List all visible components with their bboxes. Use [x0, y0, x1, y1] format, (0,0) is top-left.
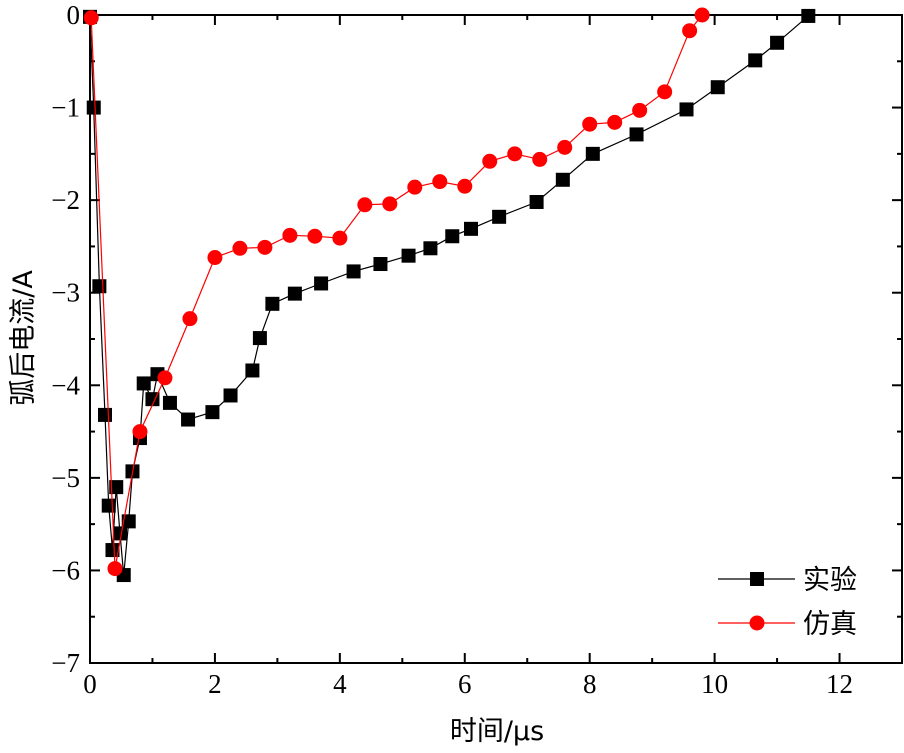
- data-point-square: [801, 8, 816, 23]
- data-point-square: [492, 209, 507, 224]
- data-point-square: [423, 241, 438, 256]
- data-point-square: [585, 146, 600, 161]
- data-point-square: [346, 264, 361, 279]
- x-tick-label: 0: [83, 669, 97, 699]
- plot-frame: [89, 14, 903, 664]
- y-tick-label: −6: [51, 555, 80, 585]
- data-point-square: [529, 194, 544, 209]
- data-point-square: [750, 572, 764, 586]
- data-point-square: [401, 248, 416, 263]
- data-point-square: [265, 296, 280, 311]
- y-tick-label: −4: [51, 370, 80, 400]
- x-tick-label: 4: [333, 669, 347, 699]
- data-point-square: [86, 100, 101, 115]
- y-tick-label: −5: [51, 463, 80, 493]
- x-tick-label: 12: [826, 669, 853, 699]
- data-point-square: [145, 392, 160, 407]
- data-point-circle: [682, 23, 698, 39]
- data-point-square: [373, 257, 388, 272]
- data-point-square: [710, 80, 725, 95]
- data-point-circle: [532, 151, 548, 167]
- data-point-circle: [207, 250, 223, 266]
- data-point-circle: [232, 240, 248, 256]
- data-point-square: [109, 480, 124, 495]
- data-point-square: [555, 172, 570, 187]
- data-point-square: [136, 376, 151, 391]
- series-experiment: [83, 8, 816, 583]
- series-line: [90, 14, 703, 569]
- data-point-square: [679, 102, 694, 117]
- data-point-circle: [749, 615, 765, 631]
- data-point-square: [205, 405, 220, 420]
- data-point-circle: [357, 197, 373, 213]
- y-tick-label: −7: [51, 648, 80, 678]
- y-tick-label: −3: [51, 278, 80, 308]
- data-point-square: [464, 221, 479, 236]
- data-point-square: [97, 407, 112, 422]
- data-point-circle: [582, 116, 598, 132]
- data-point-circle: [132, 424, 148, 440]
- data-point-square: [92, 279, 107, 294]
- data-point-square: [748, 53, 763, 68]
- data-point-circle: [282, 227, 298, 243]
- x-tick-label: 6: [458, 669, 472, 699]
- data-point-square: [162, 395, 177, 410]
- x-tick-label: 8: [583, 669, 597, 699]
- data-point-square: [223, 388, 238, 403]
- data-point-circle: [382, 196, 398, 212]
- data-point-square: [629, 127, 644, 142]
- data-point-square: [121, 514, 136, 529]
- series-line: [89, 15, 809, 576]
- data-point-square: [252, 331, 267, 346]
- data-point-circle: [557, 139, 573, 155]
- data-point-circle: [407, 179, 423, 195]
- data-point-circle: [257, 239, 273, 255]
- data-point-square: [181, 412, 196, 427]
- data-point-square: [314, 276, 329, 291]
- legend-label: 实验: [803, 565, 857, 596]
- data-point-square: [101, 498, 116, 513]
- x-tick-label: 2: [208, 669, 222, 699]
- data-point-circle: [607, 114, 623, 130]
- data-point-circle: [332, 230, 348, 246]
- data-point-circle: [657, 84, 673, 100]
- data-point-square: [770, 35, 785, 50]
- data-point-square: [245, 363, 260, 378]
- data-point-circle: [694, 7, 710, 23]
- data-point-circle: [83, 10, 99, 26]
- data-point-square: [445, 229, 460, 244]
- data-point-circle: [632, 102, 648, 118]
- x-axis-label: 时间/μs: [450, 716, 544, 747]
- series-layer: [83, 7, 816, 583]
- y-tick-label: −1: [51, 93, 80, 123]
- series-simulation: [83, 7, 710, 577]
- data-point-circle: [107, 561, 123, 577]
- data-point-circle: [157, 370, 173, 386]
- y-tick-label: 0: [67, 0, 81, 30]
- y-axis-label: 弧后电流/A: [8, 270, 39, 406]
- data-point-square: [105, 543, 120, 558]
- plot-border: [89, 14, 903, 664]
- data-point-square: [112, 526, 127, 541]
- data-point-circle: [432, 174, 448, 190]
- data-point-circle: [507, 146, 523, 162]
- data-point-circle: [182, 311, 198, 327]
- legend-label: 仿真: [803, 609, 857, 640]
- x-tick-label: 10: [701, 669, 728, 699]
- axis-ticks: [89, 14, 902, 664]
- tick-labels: 0 2 4 6 8 10 12 0 −1 −2 −3 −4 −5 −6 −7: [51, 0, 853, 699]
- data-point-circle: [457, 178, 473, 194]
- data-point-circle: [307, 228, 323, 244]
- data-point-circle: [482, 153, 498, 169]
- y-tick-label: −2: [51, 185, 80, 215]
- data-point-square: [287, 286, 302, 301]
